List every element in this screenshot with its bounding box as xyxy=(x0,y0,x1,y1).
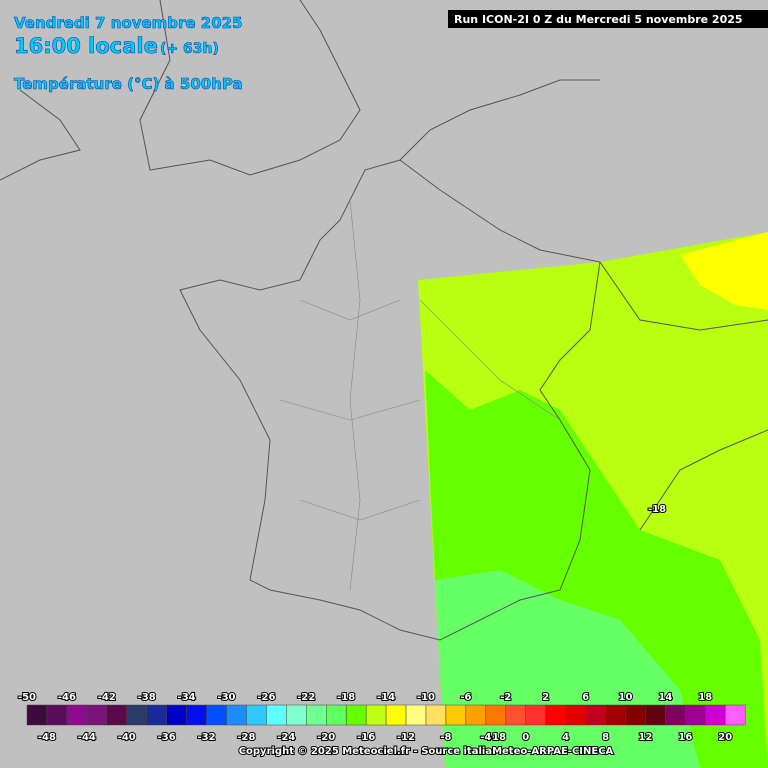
color-swatch xyxy=(465,704,487,726)
color-swatch xyxy=(565,704,586,726)
contour-label: -18 xyxy=(488,732,506,743)
parameter: Température (°C) à 500hPa xyxy=(14,75,243,93)
color-swatch xyxy=(106,704,128,726)
run-banner xyxy=(448,10,768,28)
color-swatch xyxy=(365,704,387,726)
legend-label: 16 xyxy=(678,732,692,743)
borders xyxy=(0,0,768,641)
color-swatch xyxy=(326,704,347,726)
legend-label: -2 xyxy=(500,692,511,703)
legend-label: -4 xyxy=(480,732,491,743)
legend-label: -46 xyxy=(58,692,76,703)
legend-label: -36 xyxy=(158,732,176,743)
legend-label: -6 xyxy=(460,692,471,703)
legend-label: -16 xyxy=(357,732,375,743)
color-swatch xyxy=(246,704,267,726)
color-swatch xyxy=(266,704,287,726)
color-swatch xyxy=(705,704,726,726)
field-yellow xyxy=(680,232,768,310)
legend-label: -18 xyxy=(337,692,355,703)
date: Vendredi 7 novembre 2025 xyxy=(14,14,243,32)
legend-label: -20 xyxy=(317,732,335,743)
legend-label: -38 xyxy=(138,692,156,703)
legend-label: -30 xyxy=(217,692,235,703)
legend-label: 10 xyxy=(619,692,633,703)
color-swatch xyxy=(286,704,307,726)
time: 16:00 locale xyxy=(14,34,158,58)
color-swatch xyxy=(166,704,187,726)
color-swatch xyxy=(685,704,706,726)
color-swatch xyxy=(625,704,646,726)
color-swatch xyxy=(186,704,207,726)
legend-label: -50 xyxy=(18,692,36,703)
color-swatch xyxy=(665,704,686,726)
copyright: Copyright © 2025 Meteociel.fr - Source i… xyxy=(239,746,614,757)
legend-label: 8 xyxy=(602,732,609,743)
color-swatch xyxy=(725,704,746,726)
color-swatch xyxy=(485,704,507,726)
legend-label: -42 xyxy=(98,692,116,703)
color-swatch xyxy=(206,704,227,726)
legend-label: -44 xyxy=(78,732,96,743)
legend-label: 0 xyxy=(522,732,529,743)
color-swatch xyxy=(66,704,88,726)
run-label: Run ICON-2I 0 Z du Mercredi 5 novembre 2… xyxy=(454,13,743,26)
color-swatch xyxy=(345,704,367,726)
legend-label: -22 xyxy=(297,692,315,703)
legend-label: 4 xyxy=(562,732,569,743)
color-swatch xyxy=(306,704,327,726)
color-swatch xyxy=(46,704,68,726)
legend-label: -24 xyxy=(277,732,295,743)
legend-label: 14 xyxy=(658,692,672,703)
color-swatch xyxy=(146,704,167,726)
legend-label: -34 xyxy=(178,692,196,703)
contour-label: -18 xyxy=(648,504,666,515)
color-swatch xyxy=(585,704,606,726)
legend-label: -8 xyxy=(440,732,451,743)
legend-label: 6 xyxy=(582,692,589,703)
color-swatch xyxy=(545,704,566,726)
color-swatch xyxy=(86,704,108,726)
color-swatch xyxy=(385,704,407,726)
colorbar: -50-48-46-44-42-40-38-36-34-32-30-28-26-… xyxy=(17,691,746,744)
color-swatch xyxy=(645,704,666,726)
color-swatch xyxy=(26,704,48,726)
legend-label: -12 xyxy=(397,732,415,743)
color-swatch xyxy=(605,704,626,726)
color-swatch xyxy=(525,704,546,726)
color-swatch xyxy=(405,704,427,726)
legend-label: -28 xyxy=(237,732,255,743)
legend-label: -10 xyxy=(417,692,435,703)
legend-label: -26 xyxy=(257,692,275,703)
color-swatch xyxy=(226,704,247,726)
legend-label: -32 xyxy=(198,732,216,743)
color-swatch xyxy=(445,704,467,726)
color-swatch xyxy=(126,704,147,726)
legend-label: 12 xyxy=(638,732,652,743)
legend-label: 18 xyxy=(698,692,712,703)
legend-label: -14 xyxy=(377,692,395,703)
color-swatch xyxy=(505,704,526,726)
legend-label: 20 xyxy=(718,732,732,743)
lead: (+ 63h) xyxy=(160,41,219,57)
legend-label: -48 xyxy=(38,732,56,743)
legend-label: 2 xyxy=(542,692,549,703)
legend-label: -40 xyxy=(118,732,136,743)
color-swatch xyxy=(425,704,447,726)
